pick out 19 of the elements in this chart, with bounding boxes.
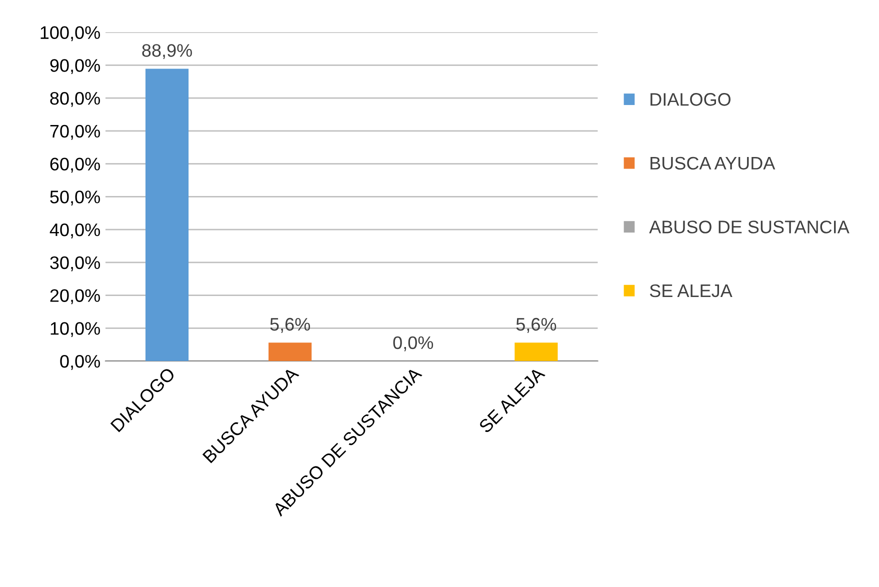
legend-label: BUSCA AYUDA	[650, 156, 776, 170]
y-tick-label: 70,0%	[50, 124, 100, 140]
y-tick-label: 80,0%	[50, 92, 100, 107]
y-tick-label: 60,0%	[50, 158, 100, 173]
legend-label: ABUSO DE SUSTANCIA	[649, 220, 850, 234]
y-tick-label: 20,0%	[50, 289, 100, 304]
legend-label: SE ALEJA	[650, 284, 732, 298]
y-tick-label: 30,0%	[50, 256, 100, 272]
data-label: 88,9%	[142, 44, 192, 60]
y-tick-label: 40,0%	[50, 223, 100, 238]
y-tick-label: 0,0%	[60, 354, 100, 370]
y-tick-label: 50,0%	[50, 190, 100, 206]
y-tick-label: 90,0%	[50, 59, 100, 74]
y-tick-label: 10,0%	[50, 322, 100, 337]
data-label: 0,0%	[393, 336, 434, 352]
data-label: 5,6%	[270, 318, 310, 333]
legend-label: DIALOGO	[650, 93, 730, 106]
y-tick-label: 100,0%	[40, 26, 100, 42]
data-label: 5,6%	[516, 318, 556, 333]
